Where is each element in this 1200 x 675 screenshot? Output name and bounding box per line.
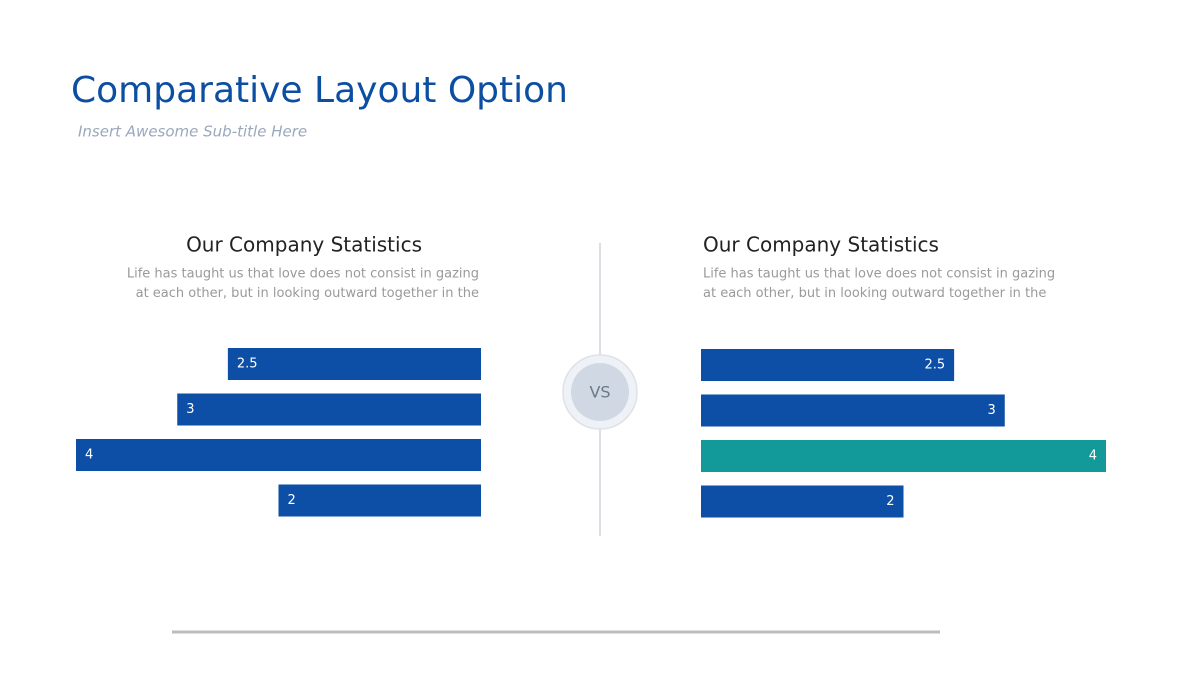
bar-value-label: 2 (288, 493, 296, 508)
bar-value-label: 2 (886, 494, 894, 509)
bar (76, 439, 481, 471)
bar-value-label: 2.5 (924, 358, 945, 373)
slide-subtitle: Insert Awesome Sub-title Here (78, 123, 307, 141)
bar (701, 394, 1005, 427)
slide-title: Comparative Layout Option (71, 70, 568, 111)
chart-description: Life has taught us that love does not co… (703, 267, 1055, 282)
bar-value-label: 2.5 (237, 357, 258, 372)
bar-value-label: 3 (186, 402, 194, 417)
chart-title: Our Company Statistics (186, 233, 422, 257)
chart-description: Life has taught us that love does not co… (127, 267, 479, 282)
bar (701, 485, 904, 518)
bar (701, 440, 1106, 472)
bar (227, 348, 481, 380)
bar-value-label: 4 (85, 448, 93, 463)
bar (177, 393, 481, 426)
chart-description: at each other, but in looking outward to… (136, 286, 479, 301)
vs-label: VS (589, 383, 610, 402)
vs-circle (571, 363, 629, 421)
bar (701, 349, 955, 381)
bar-value-label: 4 (1089, 449, 1097, 464)
bar (278, 484, 481, 517)
chart-description: at each other, but in looking outward to… (703, 286, 1046, 301)
chart-title: Our Company Statistics (703, 233, 939, 257)
bar-value-label: 3 (987, 403, 995, 418)
